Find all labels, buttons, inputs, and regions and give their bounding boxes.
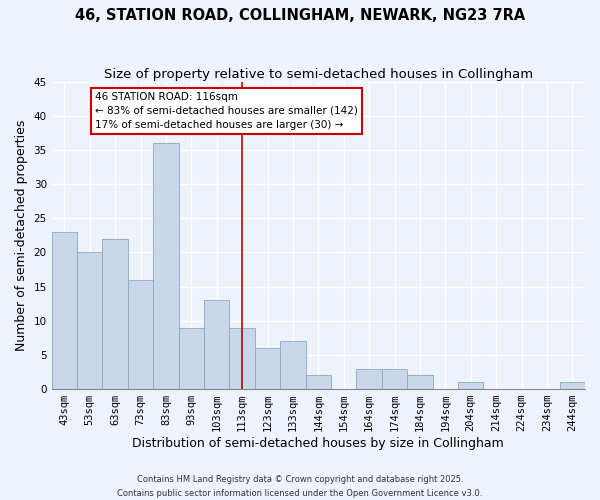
Bar xyxy=(52,232,77,389)
Title: Size of property relative to semi-detached houses in Collingham: Size of property relative to semi-detach… xyxy=(104,68,533,80)
X-axis label: Distribution of semi-detached houses by size in Collingham: Distribution of semi-detached houses by … xyxy=(133,437,504,450)
Y-axis label: Number of semi-detached properties: Number of semi-detached properties xyxy=(15,120,28,351)
Text: Contains HM Land Registry data © Crown copyright and database right 2025.
Contai: Contains HM Land Registry data © Crown c… xyxy=(118,476,482,498)
Bar xyxy=(77,252,103,389)
Bar xyxy=(153,143,179,389)
Bar xyxy=(229,328,255,389)
Bar xyxy=(280,342,305,389)
Bar xyxy=(458,382,484,389)
Bar xyxy=(382,368,407,389)
Bar xyxy=(255,348,280,389)
Text: 46 STATION ROAD: 116sqm
← 83% of semi-detached houses are smaller (142)
17% of s: 46 STATION ROAD: 116sqm ← 83% of semi-de… xyxy=(95,92,358,130)
Bar xyxy=(407,376,433,389)
Bar xyxy=(128,280,153,389)
Text: 46, STATION ROAD, COLLINGHAM, NEWARK, NG23 7RA: 46, STATION ROAD, COLLINGHAM, NEWARK, NG… xyxy=(75,8,525,22)
Bar xyxy=(103,239,128,389)
Bar xyxy=(179,328,204,389)
Bar xyxy=(560,382,585,389)
Bar xyxy=(356,368,382,389)
Bar xyxy=(204,300,229,389)
Bar xyxy=(305,376,331,389)
